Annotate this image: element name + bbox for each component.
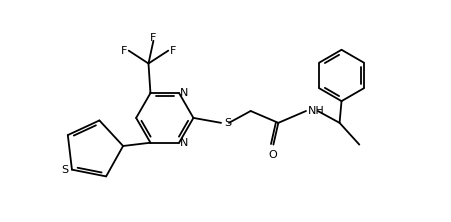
- Text: N: N: [179, 138, 188, 148]
- Text: F: F: [170, 46, 176, 56]
- Text: NH: NH: [307, 106, 324, 116]
- Text: F: F: [150, 33, 156, 43]
- Text: S: S: [224, 118, 230, 128]
- Text: F: F: [120, 46, 126, 56]
- Text: S: S: [61, 165, 68, 175]
- Text: N: N: [179, 88, 188, 98]
- Text: O: O: [267, 149, 276, 160]
